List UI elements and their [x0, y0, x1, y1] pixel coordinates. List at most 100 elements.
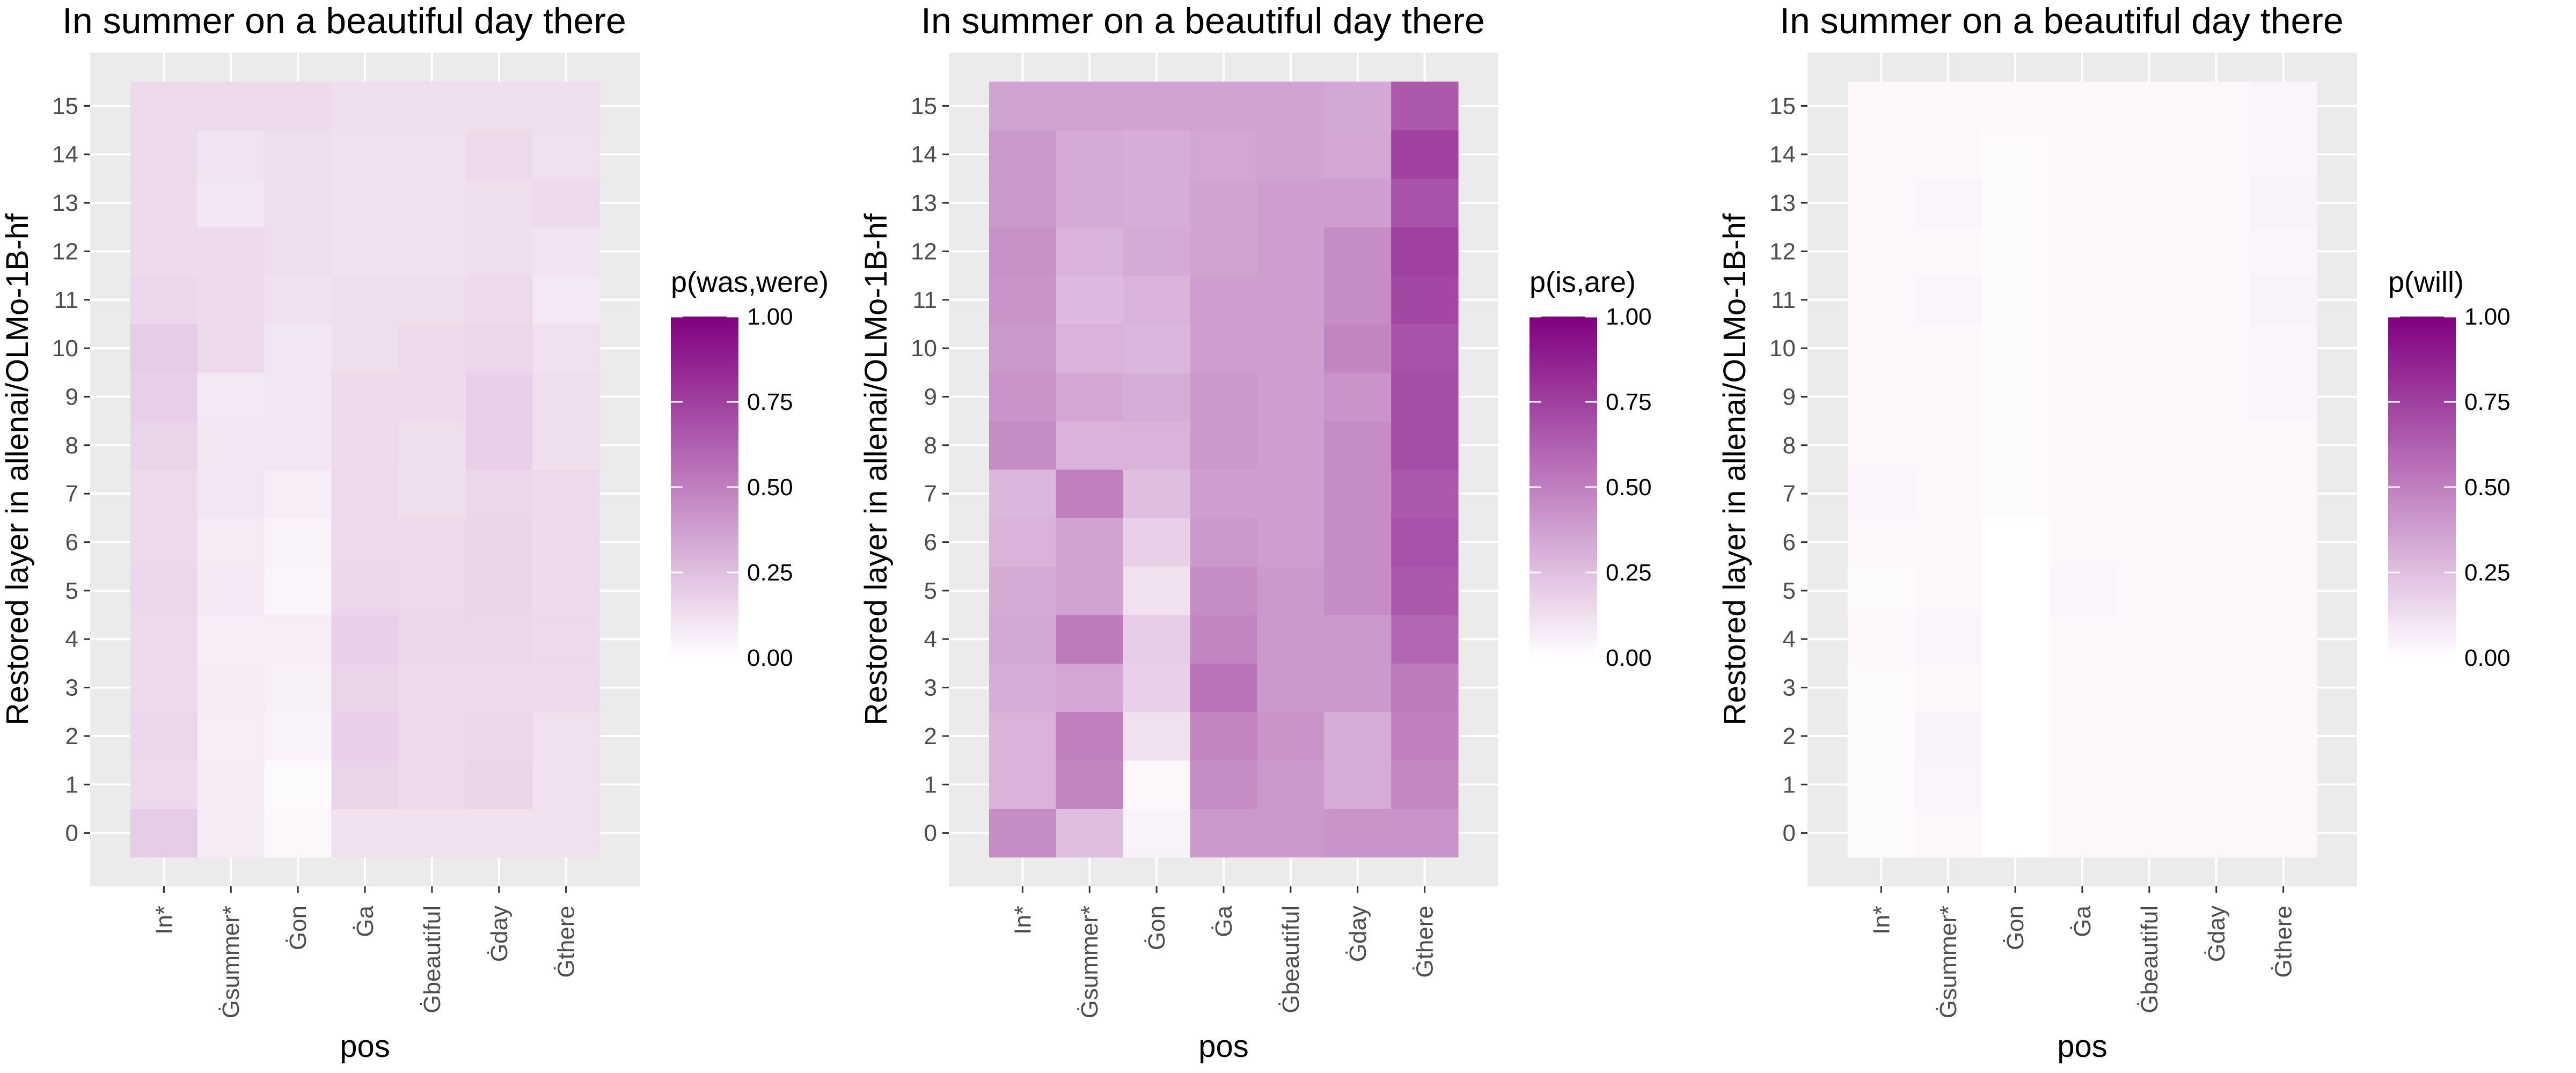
heatmap-cell — [130, 372, 198, 422]
heatmap-cell — [465, 178, 533, 227]
y-tick-label: 13 — [911, 190, 937, 216]
heatmap-cell — [2183, 615, 2250, 664]
heatmap-cell — [1847, 615, 1915, 664]
heatmap-cell — [2048, 130, 2116, 179]
heatmap-cell — [1391, 760, 1459, 809]
heatmap-cell — [1257, 809, 1324, 858]
heatmap-cell — [1391, 130, 1459, 179]
heatmap-cell — [1257, 760, 1324, 809]
legend-title: p(will) — [2388, 266, 2464, 298]
heatmap-cell — [2250, 421, 2317, 470]
heatmap-cell — [1914, 372, 1982, 422]
heatmap-cell — [1847, 227, 1915, 276]
heatmap-cell — [1190, 615, 1257, 664]
heatmap-cell — [532, 663, 600, 712]
heatmap-cell — [1324, 82, 1392, 131]
heatmap-cell — [1914, 227, 1982, 276]
y-tick-label: 10 — [1769, 335, 1796, 362]
legend-tick-label: 0.50 — [1606, 474, 1652, 501]
heatmap-cell — [1914, 566, 1982, 615]
chart-title: In summer on a beautiful day there — [921, 1, 1485, 41]
heatmap-cell — [532, 518, 600, 567]
heatmap-cell — [532, 809, 600, 858]
heatmap-cell — [2116, 227, 2183, 276]
legend-tick-label: 0.00 — [1606, 645, 1652, 671]
heatmap-cell — [1123, 711, 1191, 761]
legend-title: p(is,are) — [1529, 266, 1636, 298]
y-tick-label: 5 — [1783, 578, 1796, 604]
heatmap-cell — [197, 760, 265, 809]
x-tick-label: Ġsummer* — [1935, 906, 1962, 1018]
x-tick-label: Ġa — [2069, 905, 2096, 937]
legend-tick-label: 0.25 — [2464, 560, 2511, 586]
heatmap-cell — [1324, 469, 1392, 518]
heatmap-cell — [1190, 809, 1257, 858]
heatmap-cell — [1847, 82, 1915, 131]
heatmap-cell — [264, 324, 332, 373]
heatmap-cell — [2183, 178, 2250, 227]
y-axis-title: Restored layer in allenai/OLMo-1B-hf — [1717, 213, 1752, 725]
heatmap-cell — [2183, 566, 2250, 615]
legend-tick-label: 0.75 — [747, 389, 793, 415]
x-tick-label: In* — [151, 906, 177, 935]
heatmap-cell — [2250, 178, 2317, 227]
heatmap-cell — [1056, 421, 1124, 470]
heatmap-cell — [197, 178, 265, 227]
heatmap-cell — [2183, 82, 2250, 131]
heatmap-cell — [1257, 130, 1324, 179]
heatmap-cell — [1324, 663, 1392, 712]
heatmap-cell — [465, 760, 533, 809]
heatmap-cell — [1981, 421, 2050, 470]
heatmap-cell — [398, 469, 466, 518]
x-axis-title: pos — [1198, 1029, 1249, 1064]
heatmap-cell — [532, 615, 600, 664]
heatmap-cell — [398, 760, 466, 809]
heatmap-cell — [1123, 372, 1191, 422]
heatmap-cell — [1847, 178, 1915, 227]
heatmap-cell — [130, 518, 198, 567]
heatmap-cell — [532, 275, 600, 325]
y-axis-title: Restored layer in allenai/OLMo-1B-hf — [859, 213, 894, 725]
y-tick-label: 5 — [65, 578, 78, 604]
heatmap-cell — [1391, 178, 1459, 227]
heatmap-cell — [130, 663, 198, 712]
heatmap-cell — [197, 130, 265, 179]
x-tick-label: Ġa — [1211, 905, 1237, 937]
heatmap-cell — [1914, 469, 1982, 518]
heatmap-cell — [532, 130, 600, 179]
chart-title: In summer on a beautiful day there — [62, 1, 626, 41]
heatmap-cell — [1391, 711, 1459, 761]
heatmap-cell — [989, 615, 1057, 664]
x-tick-label: Ġbeautiful — [419, 906, 445, 1013]
heatmap-cell — [532, 469, 600, 518]
y-tick-label: 0 — [65, 820, 78, 847]
heatmap-cell — [2116, 711, 2183, 761]
heatmap-cell — [264, 469, 332, 518]
y-tick-label: 3 — [1783, 675, 1796, 701]
heatmap-cell — [1257, 372, 1324, 422]
heatmap-cell — [197, 711, 265, 761]
heatmap-cell — [1190, 760, 1257, 809]
heatmap-cell — [1190, 372, 1257, 422]
x-tick-label: Ġon — [285, 906, 311, 950]
legend-tick-label: 0.50 — [2464, 474, 2511, 501]
heatmap-cell — [2250, 760, 2317, 809]
heatmap-cell — [1056, 760, 1124, 809]
x-axis-ticks: In* Ġsummer* Ġon Ġa Ġbeautiful Ġday Ġthere — [1868, 886, 2297, 1018]
y-tick-label: 7 — [65, 481, 78, 507]
heatmap-cell — [1123, 518, 1191, 567]
heatmap-cell — [532, 760, 600, 809]
heatmap-cell — [1914, 809, 1982, 858]
heatmap-cell — [264, 809, 332, 858]
chart-title: In summer on a beautiful day there — [1780, 1, 2344, 41]
x-tick-label: Ġsummer* — [218, 906, 244, 1018]
heatmap-cell — [2048, 566, 2116, 615]
heatmap-cell — [2183, 421, 2250, 470]
heatmap-cell — [264, 372, 332, 422]
heatmap-cell — [465, 518, 533, 567]
heatmap-cell — [1123, 275, 1191, 325]
heatmap-cell — [465, 663, 533, 712]
heatmap-cell — [1257, 615, 1324, 664]
heatmap-cell — [331, 663, 399, 712]
